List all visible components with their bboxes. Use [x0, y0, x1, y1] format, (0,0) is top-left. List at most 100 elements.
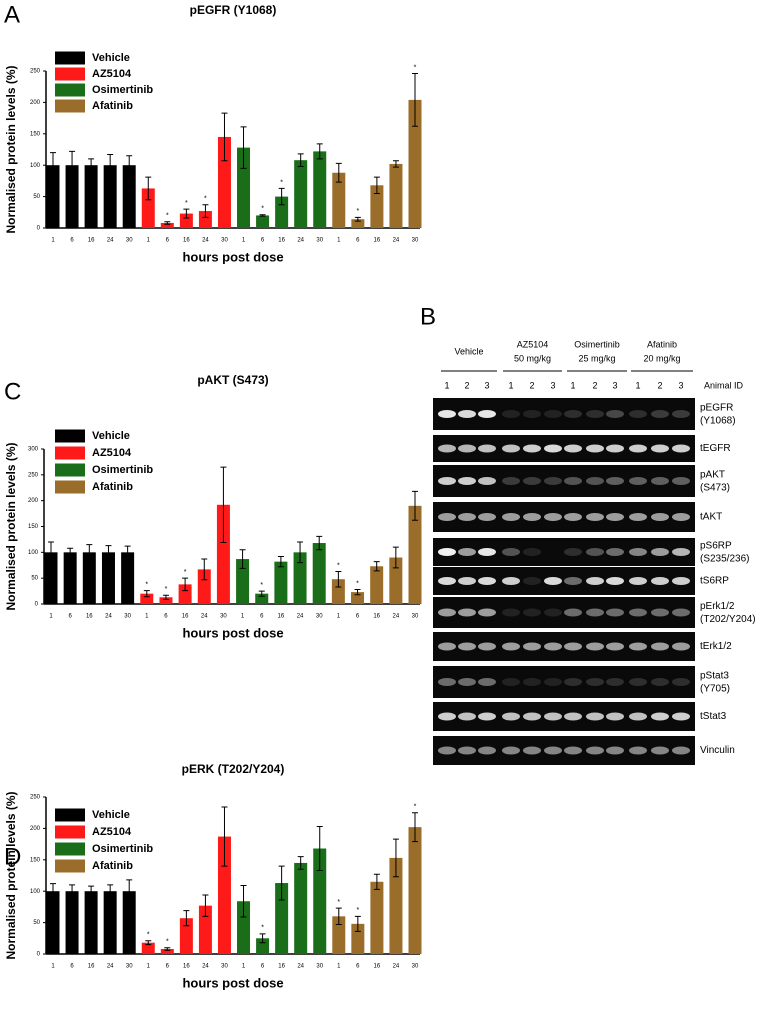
significance-mark: *: [280, 179, 283, 186]
blot-band: [438, 608, 456, 617]
x-tick-label: 1: [337, 964, 341, 970]
error-bar: [259, 214, 266, 217]
bar: [122, 891, 136, 954]
blot-band: [564, 577, 582, 585]
x-tick-label: 6: [356, 964, 360, 970]
error-bar: [107, 884, 114, 898]
blot-strip: [433, 597, 695, 628]
significance-mark: *: [337, 562, 340, 569]
blot-band: [672, 746, 690, 755]
x-tick-label: 6: [164, 614, 168, 620]
blot-band: [651, 712, 669, 721]
legend-swatch: [55, 480, 85, 494]
blot-band: [651, 477, 669, 485]
blot-band: [672, 577, 690, 585]
blot-band: [586, 746, 604, 755]
blot-row-label: pEGFR: [700, 403, 733, 414]
blot-band: [651, 642, 669, 651]
blot-band: [523, 642, 541, 651]
blot-band: [523, 477, 541, 485]
x-tick-label: 1: [49, 614, 53, 620]
lane-number: 1: [570, 380, 575, 390]
error-bar: [105, 545, 112, 560]
bar: [370, 881, 384, 954]
blot-row-label: tEGFR: [700, 443, 731, 454]
blot-row-label: pAKT: [700, 470, 725, 481]
blot-row-label: tAKT: [700, 512, 722, 523]
bar: [103, 891, 117, 954]
legend-swatch: [55, 859, 85, 873]
bar: [237, 901, 251, 954]
blot-band: [606, 712, 624, 721]
blot-band: [458, 678, 476, 686]
significance-mark: *: [166, 213, 169, 220]
bar: [408, 505, 422, 604]
blot-band: [544, 444, 562, 453]
bar: [82, 552, 96, 604]
blot-band: [438, 410, 456, 418]
blot-band: [478, 577, 496, 585]
bar: [44, 552, 58, 604]
error-bar: [50, 152, 56, 179]
blot-strip: [433, 666, 695, 698]
y-axis-label: Normalised protein levels (%): [4, 791, 18, 959]
group-dose: 50 mg/kg: [514, 353, 551, 363]
blot-band: [502, 513, 520, 521]
significance-mark: *: [337, 899, 340, 906]
blot-band: [606, 642, 624, 651]
group-label: Vehicle: [454, 346, 483, 356]
blot-band: [523, 712, 541, 721]
error-bar: [277, 555, 284, 568]
y-tick-label: 100: [28, 550, 39, 556]
error-bar: [373, 176, 380, 194]
x-tick-label: 16: [278, 238, 285, 244]
blot-band: [629, 444, 647, 453]
error-bar: [164, 947, 171, 951]
significance-mark: *: [414, 64, 417, 71]
blot-band: [544, 477, 562, 485]
significance-mark: *: [184, 569, 187, 576]
x-tick-label: 6: [166, 238, 170, 244]
y-tick-label: 200: [30, 100, 41, 106]
bar: [294, 862, 308, 954]
legend-label: AZ5104: [92, 447, 132, 459]
error-bar: [202, 894, 209, 917]
legend-swatch: [55, 51, 85, 65]
y-tick-label: 150: [30, 857, 41, 863]
x-tick-label: 1: [145, 614, 149, 620]
legend-label: Afatinib: [92, 100, 133, 112]
y-tick-label: 250: [30, 795, 41, 801]
blot-band: [672, 642, 690, 651]
blot-band: [478, 548, 496, 556]
group-dose: 25 mg/kg: [578, 353, 615, 363]
legend-label: Osimertinib: [92, 464, 153, 476]
group-label: Afatinib: [647, 339, 677, 349]
lane-number: 1: [444, 380, 449, 390]
x-tick-label: 24: [393, 964, 400, 970]
legend-label: Afatinib: [92, 481, 133, 493]
blot-row-sub: (S473): [700, 483, 730, 494]
chart-title: pERK (T202/Y204): [182, 762, 285, 776]
error-bar: [220, 466, 227, 544]
blot-band: [629, 548, 647, 556]
significance-mark: *: [356, 208, 359, 215]
blot-band: [502, 678, 520, 686]
x-tick-label: 1: [242, 238, 246, 244]
x-tick-label: 16: [182, 614, 189, 620]
bar: [408, 827, 422, 954]
blot-band: [629, 712, 647, 721]
blot-band: [564, 608, 582, 617]
significance-mark: *: [356, 907, 359, 914]
blot-band: [564, 678, 582, 686]
lane-number: 1: [508, 380, 513, 390]
group-label: Osimertinib: [574, 339, 620, 349]
bar: [179, 918, 193, 954]
bar: [103, 165, 117, 228]
bar: [141, 942, 155, 954]
bar: [312, 543, 326, 604]
error-bar: [48, 541, 54, 564]
blot-band: [523, 513, 541, 521]
blot-band: [502, 712, 520, 721]
error-bar: [69, 884, 76, 898]
